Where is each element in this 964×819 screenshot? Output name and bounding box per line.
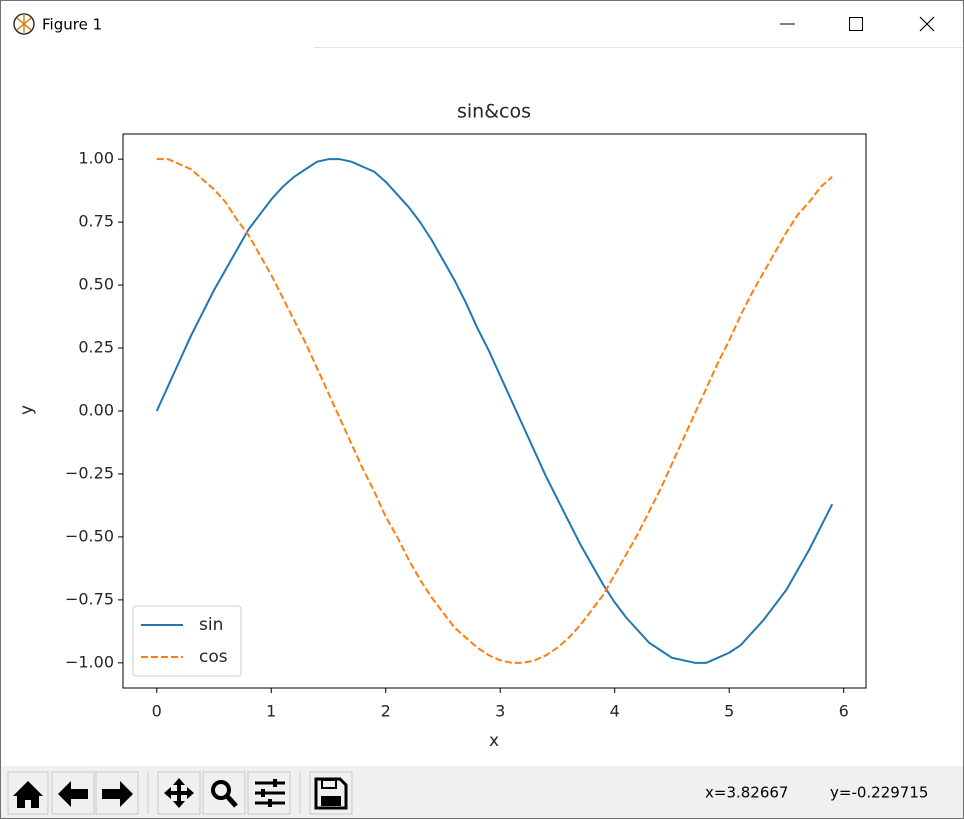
- legend-label: cos: [199, 647, 228, 667]
- y-tick-label: 0.75: [78, 212, 114, 231]
- y-tick-label: −1.00: [65, 652, 114, 671]
- chart: sin&cos x y 0 1 2 3 4 5 6 1.00 0.75 0.50 0.25 0.00 −…: [17, 101, 867, 751]
- status-y: y=-0.229715: [830, 784, 928, 802]
- y-tick-label: 0.50: [78, 275, 114, 294]
- close-button[interactable]: [919, 16, 935, 32]
- title-bar: Figure 1: [13, 13, 962, 48]
- app-icon-lines: [16, 14, 32, 34]
- zoom-button[interactable]: [202, 771, 246, 815]
- x-tick-label: 2: [381, 702, 391, 721]
- y-tick-label: 0.00: [78, 401, 114, 420]
- legend: sin cos: [132, 605, 242, 677]
- pan-button[interactable]: [157, 771, 201, 815]
- y-tick-label: 0.25: [78, 338, 114, 357]
- x-tick-label: 4: [610, 702, 620, 721]
- back-button[interactable]: [51, 771, 95, 815]
- y-tick-label: −0.25: [65, 463, 114, 482]
- legend-label: sin: [199, 615, 223, 635]
- y-tick-label: −0.75: [65, 589, 114, 608]
- maximize-button[interactable]: [849, 17, 863, 31]
- x-tick-label: 0: [152, 702, 162, 721]
- y-tick-label: 1.00: [78, 149, 114, 168]
- chart-title: sin&cos: [457, 101, 531, 123]
- toolbar-background: [1, 766, 963, 818]
- series-line: [155, 158, 834, 664]
- x-tick-label: 6: [839, 702, 849, 721]
- y-axis-label: y: [17, 405, 37, 415]
- legend-box: [132, 605, 242, 677]
- x-axis-label: x: [489, 731, 499, 751]
- home-button[interactable]: [7, 771, 49, 815]
- window-title: Figure 1: [42, 16, 102, 34]
- plot-frame: [122, 133, 867, 689]
- status-x: x=3.82667: [705, 784, 788, 802]
- configure-button[interactable]: [247, 771, 291, 815]
- y-tick-label: −0.50: [65, 526, 114, 545]
- series-line: [156, 158, 833, 664]
- x-tick-label: 5: [724, 702, 734, 721]
- forward-button[interactable]: [95, 771, 139, 815]
- x-tick-label: 1: [266, 702, 276, 721]
- toolbar: x=3.82667 y=-0.229715: [1, 766, 963, 818]
- x-tick-label: 3: [495, 702, 505, 721]
- save-button[interactable]: [309, 771, 353, 815]
